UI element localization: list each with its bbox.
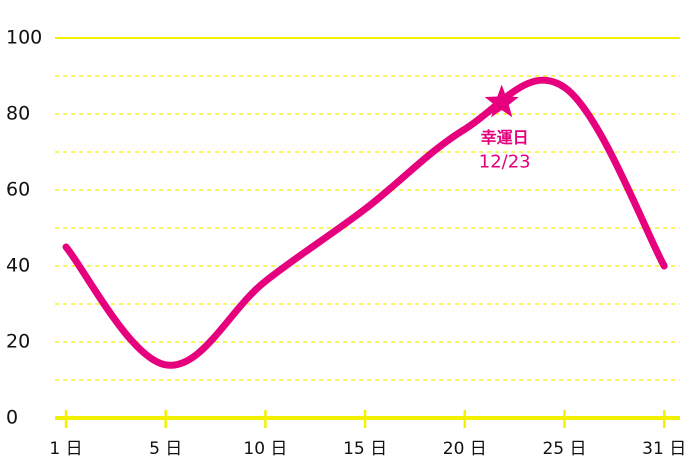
annotation-date: 12/23 [479,152,531,173]
y-tick-label: 0 [6,407,18,429]
x-tick-label: 15 日 [343,439,387,459]
x-tick-label: 25 日 [542,439,586,459]
annotation-label: 幸運日 [481,128,529,147]
y-tick-label: 20 [6,331,30,353]
x-tick-label: 1 日 [49,439,82,459]
x-tick-label: 20 日 [443,439,487,459]
y-tick-label: 80 [6,103,30,125]
x-tick-label: 5 日 [149,439,182,459]
x-tick-label: 10 日 [243,439,287,459]
y-tick-label: 60 [6,179,30,201]
annotation-star [484,84,519,118]
y-tick-label: 100 [6,27,42,49]
line [62,76,668,369]
x-tick-label: 31 日 [642,439,686,459]
y-tick-label: 40 [6,255,30,277]
